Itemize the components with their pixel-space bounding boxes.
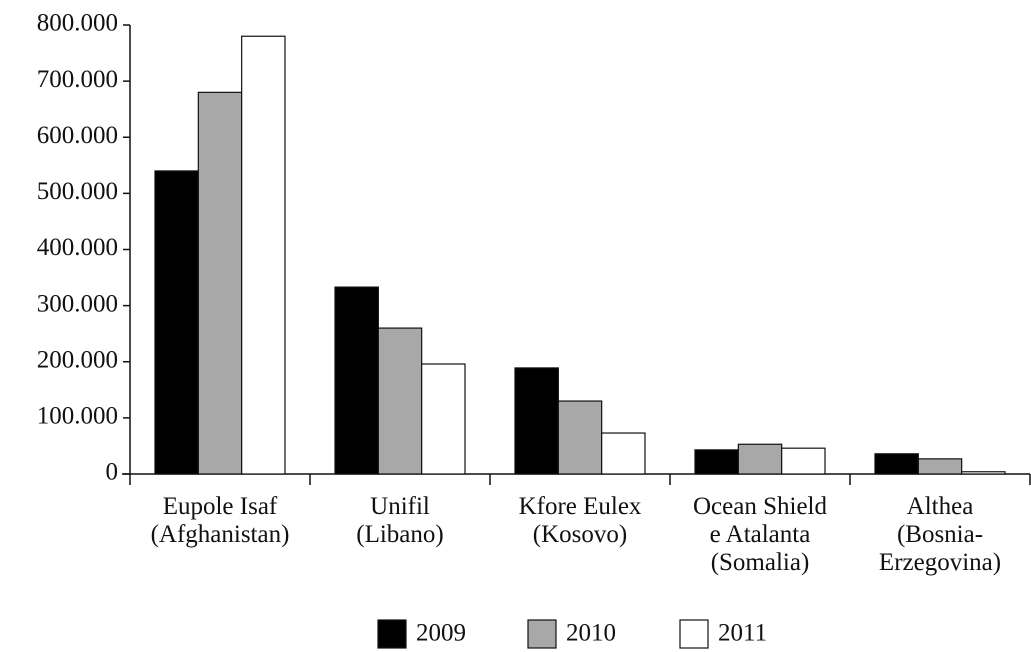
x-tick-label: Kfore Eulex (Kosovo): [519, 493, 642, 548]
y-tick-label: 600.000: [37, 122, 118, 149]
x-tick-label: Unifil (Libano): [356, 493, 443, 548]
bar: [334, 286, 379, 475]
bar: [694, 449, 739, 475]
x-tick-label: Althea (Bosnia-Erzegovina): [879, 493, 1001, 576]
bar: [557, 400, 603, 475]
bar: [514, 367, 559, 475]
legend-label: 2009: [416, 620, 466, 647]
bar: [737, 443, 783, 475]
y-tick-label: 700.000: [37, 66, 118, 93]
legend-label: 2011: [718, 620, 767, 647]
x-tick-label: Eupole Isaf (Afghanistan): [151, 493, 290, 548]
bar: [874, 453, 919, 475]
x-tick-label: Ocean Shield e Atalanta (Somalia): [693, 493, 827, 576]
legend-label: 2010: [566, 620, 616, 647]
legend-swatch: [377, 619, 407, 649]
legend-swatch: [527, 619, 557, 649]
bar: [197, 91, 243, 475]
y-tick-label: 400.000: [37, 234, 118, 261]
bar: [961, 471, 1006, 475]
bar: [781, 447, 826, 475]
bar: [377, 327, 423, 475]
y-tick-label: 800.000: [37, 10, 118, 37]
bar: [421, 363, 466, 475]
bar: [241, 35, 286, 475]
legend-swatch: [679, 619, 709, 649]
y-tick-label: 500.000: [37, 178, 118, 205]
y-tick-label: 100.000: [37, 403, 118, 430]
bar: [917, 458, 963, 475]
bar: [601, 432, 646, 475]
y-tick-label: 0: [106, 459, 119, 486]
y-tick-label: 300.000: [37, 290, 118, 317]
y-tick-label: 200.000: [37, 346, 118, 373]
bar: [154, 170, 199, 475]
